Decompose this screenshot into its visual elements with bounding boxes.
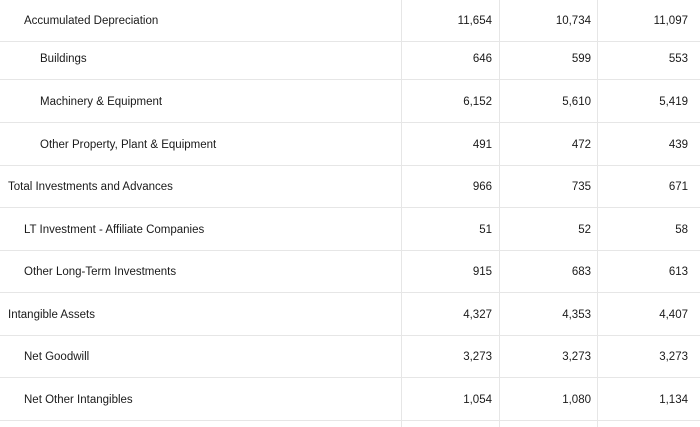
value-cell: 4,327 bbox=[463, 309, 492, 321]
table-row[interactable]: Net Goodwill 3,273 3,273 3,273 bbox=[0, 336, 700, 378]
table-row[interactable]: Accumulated Depreciation 11,654 10,734 1… bbox=[0, 0, 700, 42]
value-cell: 11,654 bbox=[457, 15, 492, 27]
value-cell: 4,407 bbox=[659, 309, 688, 321]
value-cell: 6,152 bbox=[463, 96, 492, 108]
row-label: Other Property, Plant & Equipment bbox=[40, 139, 217, 151]
value-cell: 3,273 bbox=[659, 351, 688, 363]
value-cell: 646 bbox=[472, 53, 492, 65]
value-cell: 1,054 bbox=[463, 394, 492, 406]
table-row[interactable]: Intangible Assets 4,327 4,353 4,407 bbox=[0, 294, 700, 336]
table-row[interactable]: Net Other Intangibles 1,054 1,080 1,134 bbox=[0, 379, 700, 421]
table-row[interactable]: Total Investments and Advances 966 735 6… bbox=[0, 166, 700, 208]
row-label: Net Goodwill bbox=[24, 351, 90, 363]
value-cell: 735 bbox=[571, 181, 591, 193]
value-cell: 1,134 bbox=[659, 394, 688, 406]
value-cell: 671 bbox=[668, 181, 688, 193]
row-label: Intangible Assets bbox=[8, 309, 95, 321]
value-cell: 4,353 bbox=[562, 309, 591, 321]
row-label: Accumulated Depreciation bbox=[24, 15, 159, 27]
value-cell: 599 bbox=[571, 53, 591, 65]
value-cell: 439 bbox=[668, 139, 688, 151]
value-cell: 52 bbox=[578, 224, 591, 236]
column-divider bbox=[499, 0, 500, 427]
value-cell: 5,419 bbox=[659, 96, 688, 108]
row-label: Other Long-Term Investments bbox=[24, 266, 177, 278]
table-row[interactable]: Buildings 646 599 553 bbox=[0, 38, 700, 80]
value-cell: 3,273 bbox=[562, 351, 591, 363]
row-label: LT Investment - Affiliate Companies bbox=[24, 224, 205, 236]
value-cell: 3,273 bbox=[463, 351, 492, 363]
value-cell: 51 bbox=[479, 224, 492, 236]
value-cell: 613 bbox=[668, 266, 688, 278]
value-cell: 683 bbox=[571, 266, 591, 278]
column-divider bbox=[597, 0, 598, 427]
value-cell: 58 bbox=[675, 224, 688, 236]
value-cell: 915 bbox=[472, 266, 492, 278]
value-cell: 11,097 bbox=[653, 15, 688, 27]
row-label: Net Other Intangibles bbox=[24, 394, 133, 406]
row-label: Machinery & Equipment bbox=[40, 96, 163, 108]
value-cell: 472 bbox=[571, 139, 591, 151]
table-row[interactable]: LT Investment - Affiliate Companies 51 5… bbox=[0, 209, 700, 251]
column-divider bbox=[401, 0, 402, 427]
table-row[interactable]: Other Long-Term Investments 915 683 613 bbox=[0, 251, 700, 293]
table-row[interactable]: Machinery & Equipment 6,152 5,610 5,419 bbox=[0, 81, 700, 123]
value-cell: 5,610 bbox=[562, 96, 591, 108]
value-cell: 1,080 bbox=[562, 394, 591, 406]
value-cell: 491 bbox=[472, 139, 492, 151]
value-cell: 10,734 bbox=[555, 15, 591, 27]
value-cell: 553 bbox=[668, 53, 688, 65]
row-label: Buildings bbox=[40, 53, 87, 65]
row-label: Total Investments and Advances bbox=[8, 181, 173, 193]
table-row[interactable]: Other Property, Plant & Equipment 491 47… bbox=[0, 124, 700, 166]
value-cell: 966 bbox=[472, 181, 492, 193]
